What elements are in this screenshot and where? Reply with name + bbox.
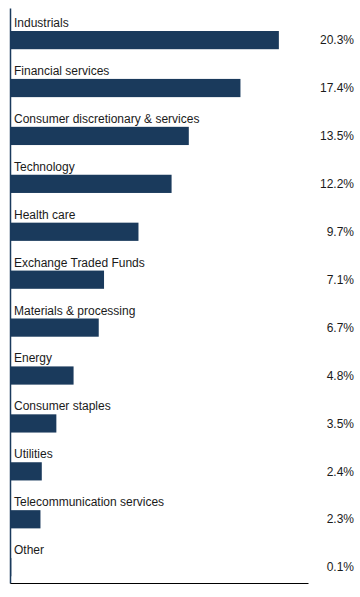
data-label: 7.1%	[327, 273, 355, 287]
axis-line	[11, 583, 309, 584]
category-label: Consumer discretionary & services	[14, 112, 199, 126]
data-label: 0.1%	[327, 560, 355, 574]
category-label: Other	[14, 543, 44, 557]
bar	[10, 510, 40, 528]
data-label: 6.7%	[327, 321, 355, 335]
bar	[10, 366, 74, 384]
data-label: 20.3%	[320, 33, 354, 47]
data-label: 13.5%	[320, 129, 354, 143]
category-label: Consumer staples	[14, 399, 111, 413]
axis-line	[10, 9, 12, 584]
category-label: Financial services	[14, 64, 109, 78]
value-labels: 20.3% 17.4% 13.5% 12.2% 9.7% 7.1% 6.7% 4.8% 3.5%…	[320, 33, 354, 574]
data-label: 3.5%	[327, 417, 355, 431]
bar	[10, 175, 172, 193]
data-label: 12.2%	[320, 177, 354, 191]
x-axis	[11, 583, 309, 584]
bar	[10, 223, 138, 241]
bar	[10, 271, 104, 289]
category-label: Industrials	[14, 16, 69, 30]
category-label: Utilities	[14, 447, 53, 461]
category-label: Exchange Traded Funds	[14, 256, 145, 270]
bar	[10, 31, 279, 49]
category-label: Energy	[14, 351, 52, 365]
category-labels: Industrials Financial services Consumer di…	[14, 16, 199, 557]
data-label: 2.4%	[327, 465, 355, 479]
chart: Industrials Financial services Consumer di…	[0, 0, 360, 597]
data-label: 4.8%	[327, 369, 355, 383]
data-label: 2.3%	[327, 512, 355, 526]
bar	[10, 462, 42, 480]
data-label: 17.4%	[320, 81, 354, 95]
bar	[10, 79, 240, 97]
y-axis	[10, 9, 11, 584]
category-label: Telecommunication services	[14, 495, 164, 509]
data-label: 9.7%	[327, 225, 355, 239]
bar	[10, 127, 189, 145]
bar	[10, 414, 56, 432]
bars	[10, 31, 279, 576]
bar	[10, 319, 99, 337]
plot: Industrials Financial services Consumer di…	[10, 9, 354, 584]
category-label: Materials & processing	[14, 304, 135, 318]
category-label: Health care	[14, 208, 76, 222]
category-label: Technology	[14, 160, 75, 174]
